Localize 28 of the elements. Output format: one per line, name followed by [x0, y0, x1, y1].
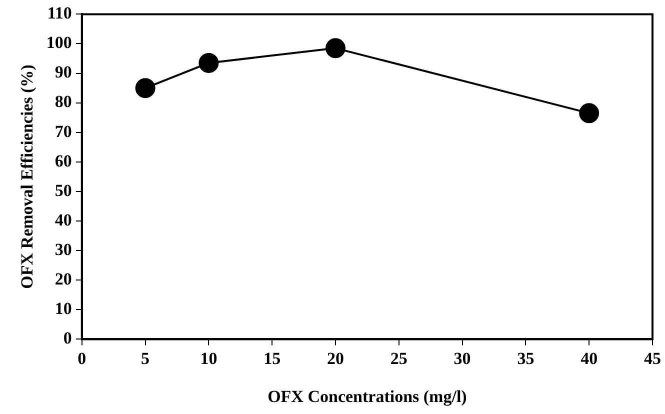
- x-tick-label: 35: [517, 348, 534, 368]
- x-tick-label: 15: [264, 348, 281, 368]
- y-tick-label: 90: [54, 62, 72, 82]
- x-tick-label: 20: [327, 348, 344, 368]
- y-tick-label: 100: [46, 33, 72, 52]
- x-tick-label: 25: [390, 348, 408, 368]
- x-tick-label: 40: [580, 348, 598, 368]
- x-axis-title: OFX Concentrations (mg/l): [268, 387, 467, 406]
- y-tick-label: 70: [54, 122, 72, 141]
- point: [326, 38, 346, 58]
- y-axis-title: OFX Removal Efficiencies (%): [18, 64, 37, 289]
- y-tick-label: 0: [63, 328, 72, 348]
- y-tick-label: 50: [54, 180, 72, 200]
- point: [135, 78, 156, 98]
- x-tick-label: 10: [200, 348, 218, 368]
- y-tick-label: 40: [54, 210, 72, 230]
- point: [198, 52, 219, 73]
- x-tick-label: 0: [78, 348, 86, 368]
- point: [579, 103, 600, 124]
- x-tick-label: 5: [141, 348, 150, 368]
- y-tick-label: 80: [54, 92, 72, 112]
- y-tick-label: 20: [54, 270, 72, 288]
- y-tick-label: 30: [54, 240, 72, 259]
- x-tick-label: 45: [644, 348, 661, 368]
- x-tick-label: 30: [454, 348, 471, 368]
- y-tick-label: 10: [54, 299, 72, 318]
- y-tick-label: 110: [47, 4, 72, 23]
- y-tick-label: 60: [54, 151, 72, 170]
